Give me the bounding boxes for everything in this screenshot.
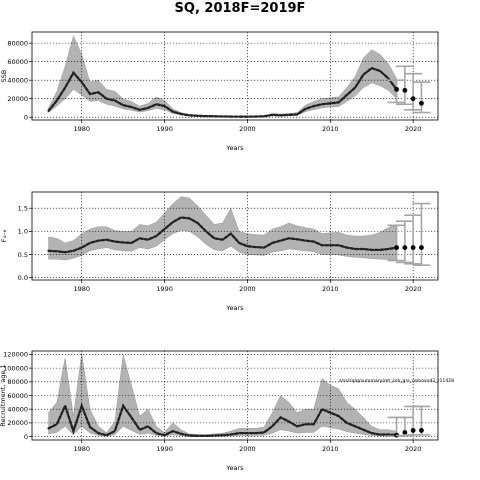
chart3-x-tick-label: 1990 (156, 445, 173, 453)
figure-title: SQ, 2018F=2019F (175, 1, 306, 16)
chart3-x-axis-label: Years (225, 464, 244, 472)
chart1-forecast-errorbar (395, 65, 414, 106)
chart2-y-tick-label: 1.0 (18, 228, 28, 236)
chart2-x-tick-label: 1990 (156, 285, 173, 293)
chart2-forecast-point (402, 245, 408, 250)
chart2-x-tick-label: 1980 (73, 285, 90, 293)
chart1-forecast-errorbar (404, 72, 423, 111)
chart1-forecast-point (394, 87, 399, 92)
chart3-y-axis-label: Recruitment, age 1 (0, 364, 7, 426)
chart3-forecast-point (410, 428, 416, 433)
chart1-x-axis-label: Years (225, 144, 244, 152)
chart1-x-tick-label: 1980 (73, 125, 90, 133)
chart1-forecast-point (410, 96, 416, 102)
chart1-y-tick-label: 60000 (7, 58, 28, 66)
chart3-x-tick-label: 2010 (322, 445, 339, 453)
chart2-y-tick-label: 0.0 (18, 274, 28, 282)
chart2-x-tick-label: 2010 (322, 285, 339, 293)
chart2-y-tick-label: 0.5 (18, 251, 28, 259)
chart2-forecast-errorbar (387, 224, 406, 262)
chart2-confidence-band (48, 196, 397, 261)
chart1-forecast-errorbar (412, 81, 431, 114)
chart1-x-tick-label: 1990 (156, 125, 173, 133)
chart3-y-tick-label: 60000 (7, 392, 28, 400)
chart1-forecast-point (419, 100, 424, 106)
chart2-forecast-point (419, 245, 424, 250)
chart3-x-tick-label: 1980 (73, 445, 90, 453)
chart2-y-tick-label: 1.5 (18, 205, 28, 213)
chart1-x-tick-label: 2020 (405, 125, 422, 133)
chart2-forecast-errorbar (404, 214, 423, 265)
chart2-panel: 1980 1990 2000 2010 2020 0.0 0.5 1.0 1.5 Years F₄₋… (0, 191, 439, 312)
chart3-y-tick-label: 100000 (3, 364, 28, 372)
chart1-y-tick-label: 0 (24, 114, 28, 122)
chart2-forecast-errorbar (395, 220, 414, 264)
chart2-estimate-line (47, 216, 398, 254)
chart3-y-tick-label: 0 (24, 433, 28, 441)
chart3-y-tick-label: 20000 (7, 419, 28, 427)
chart1-x-tick-label: 2000 (239, 125, 256, 133)
chart2-forecast-errorbar (412, 202, 431, 266)
chart1-x-tick-label: 2010 (322, 125, 339, 133)
chart3-estimate-line (47, 402, 398, 438)
chart1-y-axis-label: SSB (0, 70, 8, 83)
chart3-y-tick-label: 120000 (3, 351, 28, 359)
chart1-panel: 1980 1990 2000 2010 2020 0 20000 40000 60000 8000… (0, 31, 439, 152)
chart2-x-axis-label: Years (225, 304, 244, 312)
chart1-forecast-point (402, 87, 408, 93)
chart3-y-tick-label: 80000 (7, 378, 28, 386)
chart1-y-tick-label: 20000 (7, 95, 28, 103)
chart3-confidence-band (48, 353, 397, 437)
chart3-forecast-point (419, 428, 424, 433)
chart3-forecast-point (402, 430, 408, 435)
chart1-estimate-line (47, 66, 398, 118)
chart3-annotation: s/ss/sq/q/summary/ret_ssb_grs_removed2_r… (339, 378, 454, 384)
chart2-axes-frame (31, 191, 439, 281)
chart2-y-axis-label: F₄₋₈ (0, 229, 8, 242)
chart2-x-tick-label: 2000 (239, 285, 256, 293)
chart2-forecast-point (410, 245, 416, 250)
chart1-y-tick-label: 80000 (7, 39, 28, 47)
chart1-axes-frame (31, 31, 439, 121)
chart1-y-tick-label: 40000 (7, 76, 28, 84)
chart2-forecast-point (394, 245, 399, 250)
chart1-confidence-band (48, 35, 397, 118)
chart2-x-tick-label: 2020 (405, 285, 422, 293)
chart3-panel: 1980 1990 2000 2010 2020 0 20000 40000 60000 8000… (0, 350, 454, 472)
chart3-x-tick-label: 2000 (239, 445, 256, 453)
chart3-y-tick-label: 40000 (7, 405, 28, 413)
chart3-x-tick-label: 2020 (405, 445, 422, 453)
